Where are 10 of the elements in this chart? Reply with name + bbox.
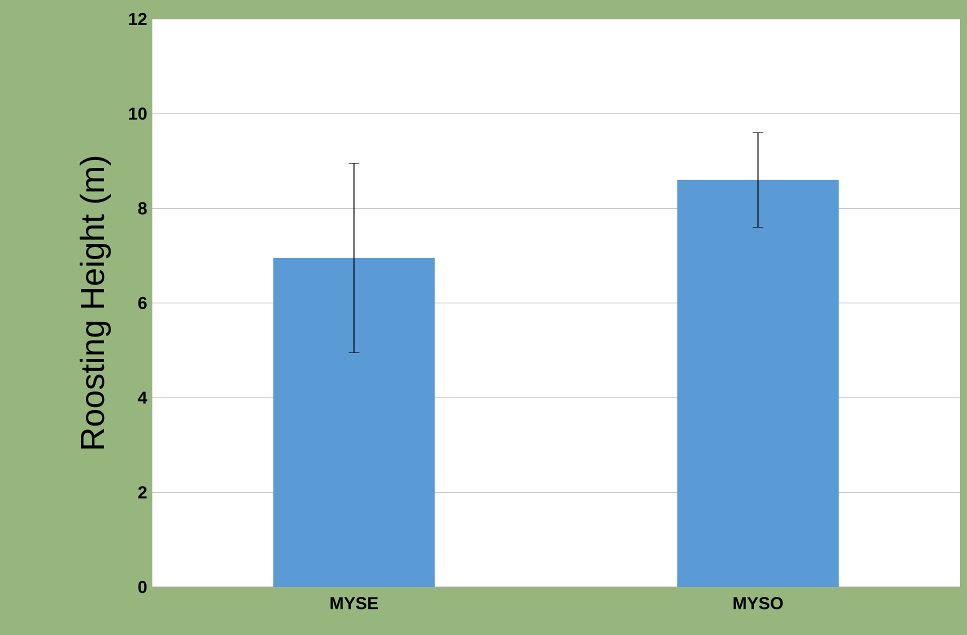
- y-tick-label: 8: [138, 202, 147, 214]
- y-tick-label: 2: [138, 486, 147, 498]
- y-axis-title: Roosting Height (m): [80, 156, 111, 448]
- y-tick-label: 0: [138, 580, 147, 594]
- y-tick-label: 12: [129, 12, 147, 26]
- x-tick-label: MYSO: [734, 597, 783, 610]
- y-tick-label: 6: [138, 296, 147, 310]
- y-tick-label: 4: [138, 392, 148, 404]
- x-tick-label: MYSE: [330, 597, 378, 610]
- y-tick-label: 10: [129, 108, 147, 120]
